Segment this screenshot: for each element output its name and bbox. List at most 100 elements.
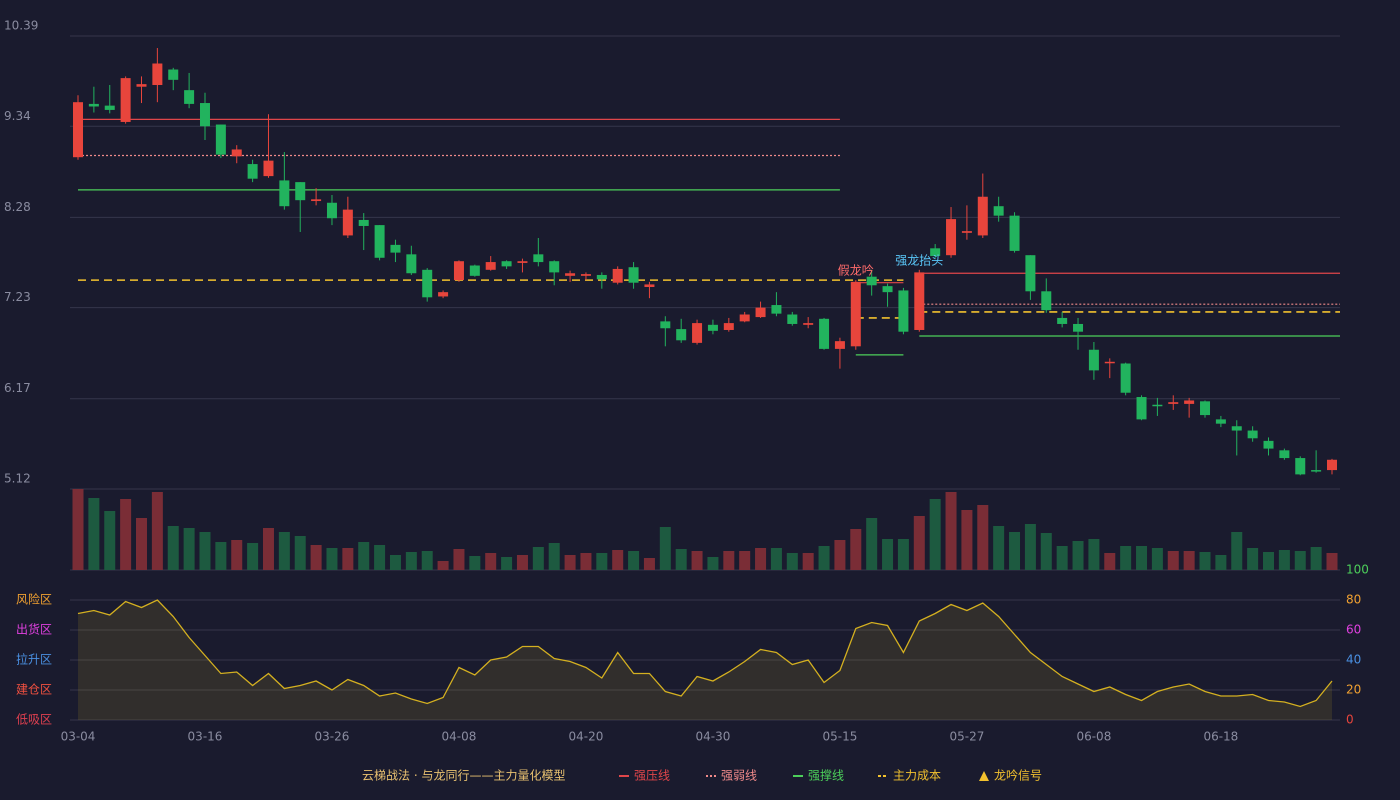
volume-bar <box>310 545 322 570</box>
volume-bar <box>866 518 878 570</box>
candle-body <box>1041 291 1052 311</box>
candle-body <box>1200 401 1211 416</box>
candle-body <box>1311 470 1322 472</box>
candle-body <box>1279 450 1290 459</box>
volume-bar <box>1151 548 1163 570</box>
candle-body <box>819 318 830 349</box>
candle-body <box>199 103 210 127</box>
volume-bar <box>723 551 735 570</box>
volume-bar <box>183 528 195 570</box>
candle-body <box>628 267 639 283</box>
candle-body <box>438 292 449 297</box>
volume-bar <box>374 545 386 570</box>
volume-bar <box>231 540 243 570</box>
volume-bar <box>199 532 211 570</box>
candle-body <box>850 281 861 347</box>
candle-body <box>1025 255 1036 292</box>
volume-bar <box>120 499 132 570</box>
candle-body <box>1088 349 1099 371</box>
volume-bar <box>72 489 84 570</box>
volume-bar <box>516 555 528 570</box>
candle-body <box>1295 458 1306 475</box>
candle-body <box>692 323 703 343</box>
candle-body <box>977 196 988 236</box>
volume-bar <box>1167 551 1179 570</box>
candle-body <box>1057 317 1068 324</box>
candle-body <box>803 323 814 325</box>
volume-bar <box>643 558 655 570</box>
y-tick-label: 9.34 <box>4 109 31 123</box>
x-tick-label: 06-08 <box>1076 730 1111 744</box>
candle-body <box>1215 419 1226 424</box>
candle-body <box>1120 363 1131 393</box>
volume-bar <box>1009 532 1021 570</box>
x-tick-label: 05-27 <box>949 730 984 744</box>
volume-bar <box>485 553 497 570</box>
legend-label: 强压线 <box>634 769 670 783</box>
candle-body <box>422 269 433 298</box>
indicator-tick-label: 100 <box>1346 563 1369 577</box>
volume-bar <box>818 546 830 570</box>
volume-bar <box>294 536 306 570</box>
x-tick-label: 03-26 <box>315 730 350 744</box>
candle-body <box>898 290 909 332</box>
y-tick-label: 10.39 <box>4 19 38 33</box>
candle-body <box>755 307 766 318</box>
candle-body <box>104 105 115 110</box>
signal-label: 强龙抬头 <box>895 253 943 267</box>
indicator-tick-label: 60 <box>1346 623 1361 637</box>
legend-title: 云梯战法 · 与龙同行——主力量化模型 <box>362 769 565 783</box>
volume-bar <box>501 557 513 570</box>
volume-bar <box>167 526 179 570</box>
y-tick-label: 8.28 <box>4 200 31 214</box>
volume-bar <box>770 548 782 570</box>
volume-bar <box>1278 550 1290 570</box>
candle-body <box>676 329 687 341</box>
volume-bar <box>358 542 370 570</box>
candle-body <box>342 209 353 236</box>
candle-body <box>993 206 1004 216</box>
x-tick-label: 03-04 <box>61 730 96 744</box>
candle-body <box>152 63 163 85</box>
candle-body <box>533 254 544 263</box>
volume-bar <box>1024 524 1036 570</box>
volume-bar <box>612 550 624 570</box>
candle-body <box>326 202 337 219</box>
candle-body <box>596 274 607 280</box>
candle-body <box>723 323 734 330</box>
volume-bar <box>247 543 259 570</box>
volume-bar <box>469 556 481 570</box>
candle-body <box>88 103 99 107</box>
y-tick-label: 6.17 <box>4 381 31 395</box>
volume-bar <box>342 548 354 570</box>
volume-bar <box>1199 552 1211 570</box>
indicator-line <box>77 599 1333 708</box>
signal-label: 假龙吟 <box>838 263 874 278</box>
volume-bar <box>1247 548 1259 570</box>
volume-bar <box>437 561 449 570</box>
candle-body <box>946 219 957 256</box>
candle-body <box>390 244 401 253</box>
legend-label: 强撑线 <box>808 768 844 783</box>
volume-bar <box>897 539 909 570</box>
candle-body <box>374 225 385 258</box>
candle-body <box>580 274 591 276</box>
candle-body <box>739 314 750 322</box>
candle-body <box>168 69 179 80</box>
candle-body <box>834 341 845 349</box>
zone-label: 拉升区 <box>16 652 52 667</box>
indicator-tick-label: 20 <box>1346 683 1361 697</box>
candle-body <box>1168 402 1179 404</box>
volume-bar <box>755 548 767 570</box>
y-tick-label: 5.12 <box>4 472 31 486</box>
zone-label: 风险区 <box>16 592 52 607</box>
indicator-tick-label: 80 <box>1346 593 1361 607</box>
candle-body <box>914 272 925 330</box>
legend-label: 强弱线 <box>721 769 757 783</box>
volume-bar <box>453 549 465 570</box>
volume-bar <box>1056 546 1068 570</box>
candle-body <box>961 231 972 233</box>
volume-bar <box>389 555 401 570</box>
candle-body <box>1152 404 1163 407</box>
